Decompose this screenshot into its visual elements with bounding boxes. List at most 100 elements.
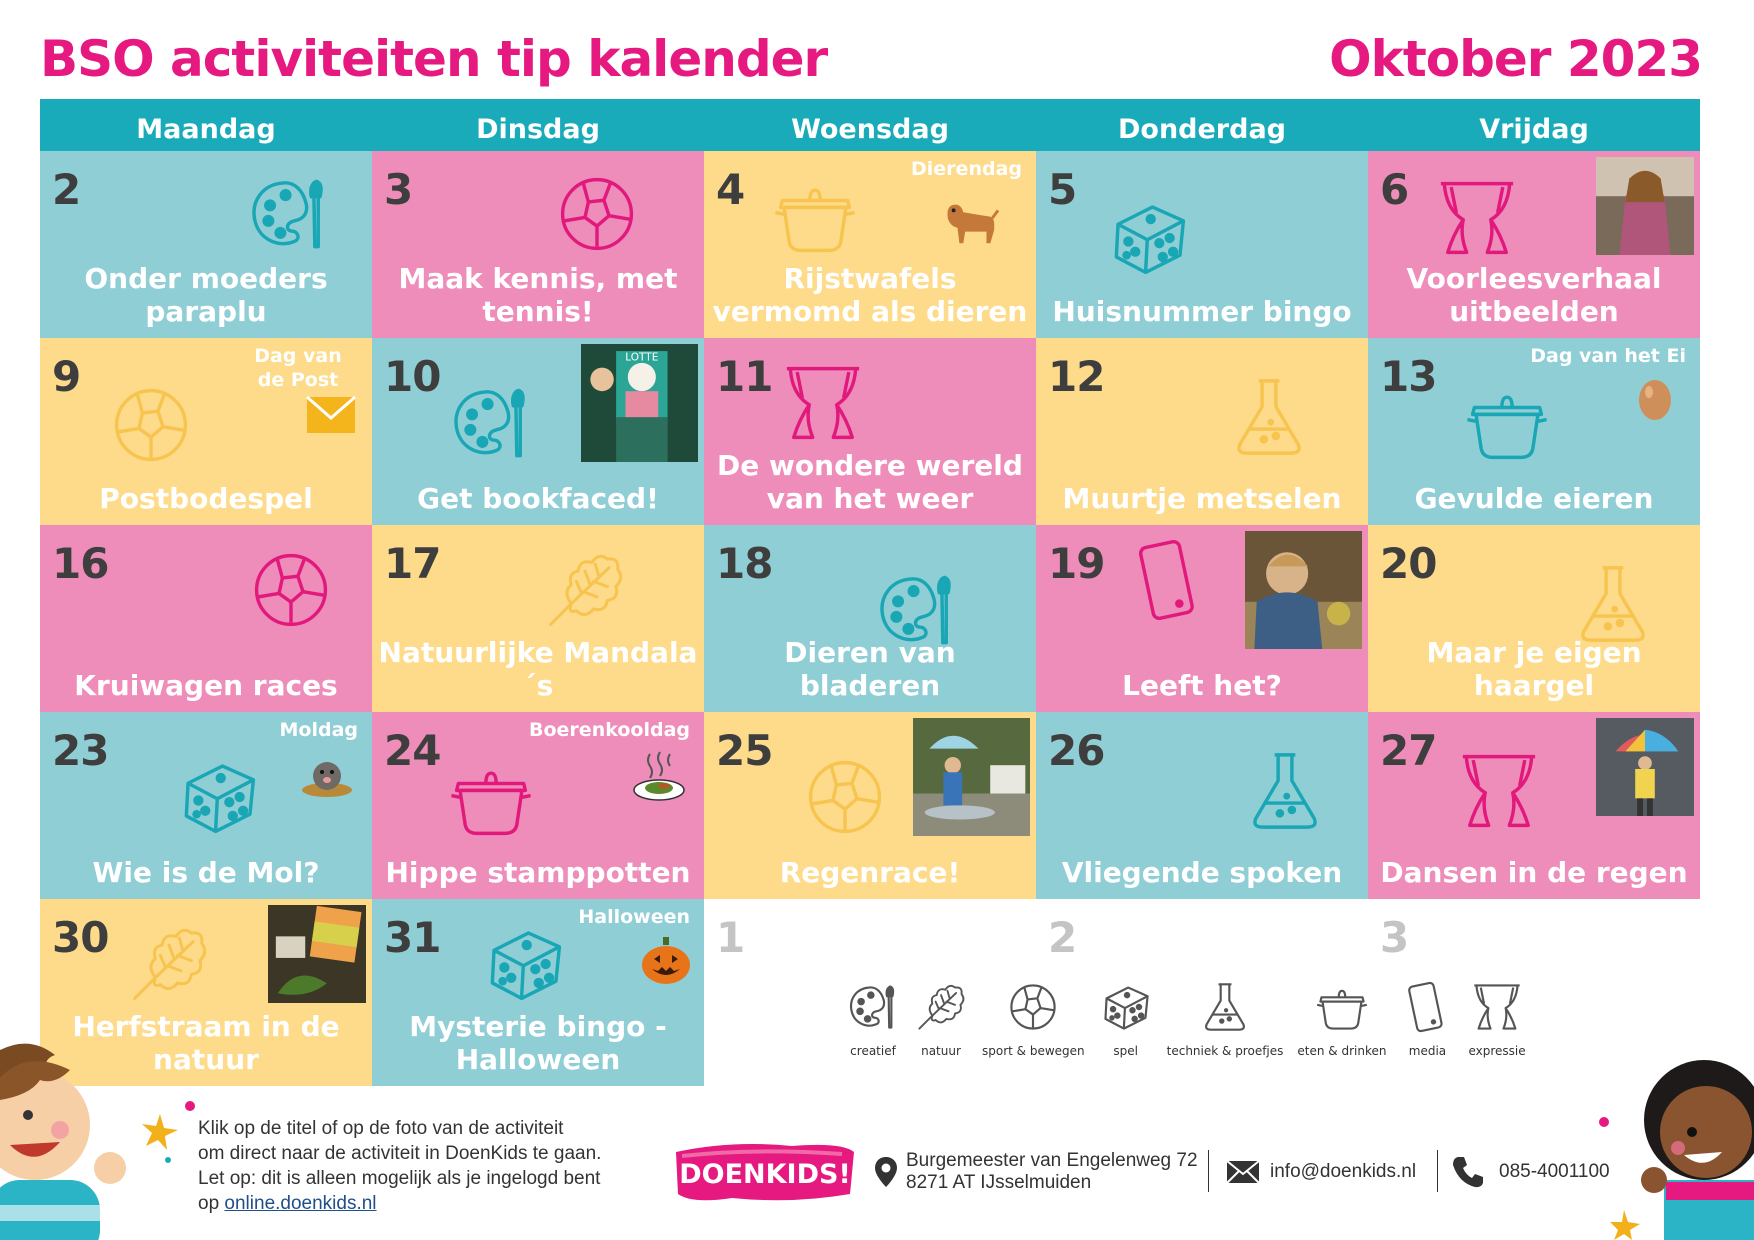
- day-cell[interactable]: 10 LOTTE Get bookfaced!: [372, 338, 704, 525]
- activity-title[interactable]: Natuurlijke Mandala´s: [378, 636, 698, 702]
- day-cell[interactable]: 31 Halloween Mysterie bingo - Halloween: [372, 899, 704, 1086]
- day-cell[interactable]: 19 Leeft het?: [1036, 525, 1368, 712]
- day-number: 12: [1048, 352, 1105, 401]
- legend-item: natuur: [914, 980, 968, 1058]
- day-cell[interactable]: 6 Voorleesverhaal uitbeelden: [1368, 151, 1700, 338]
- flask-icon: [1242, 748, 1328, 834]
- day-cell[interactable]: 24 Boerenkooldag Hippe stamppotten: [372, 712, 704, 899]
- dance-photo[interactable]: [1596, 718, 1694, 816]
- day-cell[interactable]: 4 Dierendag Rijstwafels vermomd als dieren: [704, 151, 1036, 338]
- activity-title[interactable]: Maak kennis, met tennis!: [398, 262, 678, 328]
- flask-icon: [1226, 374, 1312, 460]
- legend-label: eten & drinken: [1297, 1044, 1387, 1058]
- week-row: 9 Dag van de Post Postbodespel 10 LOTTE Get b…: [40, 338, 1700, 525]
- day-number: 30: [52, 913, 109, 962]
- day-number: 23: [52, 726, 109, 775]
- day-number: 20: [1380, 539, 1437, 588]
- bookface-photo[interactable]: LOTTE: [581, 344, 698, 462]
- activity-title[interactable]: Regenrace!: [779, 856, 961, 889]
- rain-photo[interactable]: [913, 718, 1030, 836]
- activity-title[interactable]: Vliegende spoken: [1061, 856, 1343, 889]
- icon-legend: creatief natuur sport & bewegen spel technie…: [846, 980, 1540, 1058]
- day-cell[interactable]: 9 Dag van de Post Postbodespel: [40, 338, 372, 525]
- special-day-tag: Boerenkooldag: [529, 719, 690, 741]
- activity-title[interactable]: Kruiwagen races: [74, 669, 338, 702]
- activity-title[interactable]: Onder moeders paraplu: [84, 262, 328, 328]
- legend-item: eten & drinken: [1297, 980, 1386, 1058]
- child-photo[interactable]: [1245, 531, 1362, 649]
- activity-title[interactable]: Dieren van bladeren: [784, 636, 956, 702]
- activity-title[interactable]: De wondere wereld van het weer: [717, 449, 1023, 515]
- day-cell[interactable]: 3 Maak kennis, met tennis!: [372, 151, 704, 338]
- leaf-photo[interactable]: [268, 905, 366, 1003]
- ball-icon: [108, 382, 194, 468]
- day-number: 4: [716, 165, 745, 214]
- doenkids-logo[interactable]: DOENKIDS!: [672, 1138, 858, 1206]
- pot-icon: [1315, 980, 1369, 1038]
- activity-title[interactable]: Gevulde eieren: [1414, 482, 1654, 515]
- palette-icon: [874, 567, 960, 653]
- day-cell[interactable]: 5 Huisnummer bingo: [1036, 151, 1368, 338]
- day-number: 2: [52, 165, 81, 214]
- doenkids-link[interactable]: online.doenkids.nl: [224, 1193, 377, 1214]
- activity-title[interactable]: Wie is de Mol?: [92, 856, 320, 889]
- day-cell[interactable]: 18 Dieren van bladeren: [704, 525, 1036, 712]
- activity-title[interactable]: Hippe stamppotten: [385, 856, 691, 889]
- weekday-label: Donderdag: [1117, 114, 1286, 145]
- day-number: 26: [1048, 726, 1105, 775]
- girl-photo[interactable]: [1596, 157, 1694, 255]
- day-cell[interactable]: 13 Dag van het Ei Gevulde eieren: [1368, 338, 1700, 525]
- day-cell[interactable]: 25 Regenrace!: [704, 712, 1036, 899]
- stew-plate-icon: [633, 751, 685, 801]
- day-cell[interactable]: 20 Maar je eigen haargel: [1368, 525, 1700, 712]
- activity-title[interactable]: Herfstraam in de natuur: [72, 1010, 340, 1076]
- activity-title[interactable]: Maar je eigen haargel: [1426, 636, 1642, 702]
- instructions-prefix: op: [198, 1193, 225, 1214]
- legend-item: creatief: [846, 980, 900, 1058]
- day-cell[interactable]: 27 Dansen in de regen: [1368, 712, 1700, 899]
- activity-title[interactable]: Leeft het?: [1122, 669, 1282, 702]
- palette-icon: [246, 171, 332, 257]
- envelope-icon: [306, 396, 356, 433]
- pot-icon: [1464, 380, 1550, 466]
- day-cell[interactable]: 17 Natuurlijke Mandala´s: [372, 525, 704, 712]
- day-cell[interactable]: 2 Onder moeders paraplu: [40, 151, 372, 338]
- legend-label: expressie: [1468, 1044, 1526, 1058]
- curtains-icon: [1470, 980, 1524, 1038]
- ball-icon: [248, 547, 334, 633]
- page-title: BSO activiteiten tip kalender: [40, 30, 828, 88]
- day-cell[interactable]: 16 Kruiwagen races: [40, 525, 372, 712]
- day-number: 24: [384, 726, 441, 775]
- instructions-text: Klik op de titel of op de foto van de ac…: [198, 1116, 668, 1216]
- activity-title[interactable]: Mysterie bingo - Halloween: [409, 1010, 667, 1076]
- email-address[interactable]: info@doenkids.nl: [1270, 1161, 1417, 1182]
- activity-title[interactable]: Huisnummer bingo: [1052, 295, 1352, 328]
- activity-title[interactable]: Dansen in de regen: [1380, 856, 1688, 889]
- girl-illustration: [1599, 1060, 1754, 1240]
- instructions-line: op online.doenkids.nl: [198, 1191, 668, 1216]
- day-cell[interactable]: 26 Vliegende spoken: [1036, 712, 1368, 899]
- activity-title[interactable]: Voorleesverhaal uitbeelden: [1406, 262, 1662, 328]
- divider: [1208, 1150, 1209, 1192]
- day-cell[interactable]: 30 Herfstraam in de natuur: [40, 899, 372, 1086]
- legend-label: natuur: [921, 1044, 961, 1058]
- curtains-icon: [1434, 175, 1520, 261]
- svg-text:LOTTE: LOTTE: [625, 351, 658, 363]
- curtains-icon: [780, 360, 866, 446]
- phone-icon: [1126, 537, 1212, 623]
- phone-number[interactable]: 085-4001100: [1499, 1161, 1610, 1182]
- flask-icon: [1198, 980, 1252, 1038]
- egg-icon: [1639, 380, 1671, 420]
- day-cell[interactable]: 11 De wondere wereld van het weer: [704, 338, 1036, 525]
- day-cell[interactable]: 23 Moldag Wie is de Mol?: [40, 712, 372, 899]
- palette-icon: [448, 380, 534, 466]
- leaf-icon: [126, 921, 212, 1007]
- activity-title[interactable]: Postbodespel: [99, 482, 313, 515]
- week-row: 2 Onder moeders paraplu 3 Maak kennis, met …: [40, 151, 1700, 338]
- activity-title[interactable]: Get bookfaced!: [417, 482, 659, 515]
- day-cell[interactable]: 12 Muurtje metselen: [1036, 338, 1368, 525]
- activity-title[interactable]: Muurtje metselen: [1062, 482, 1342, 515]
- activity-title[interactable]: Rijstwafels vermomd als dieren: [712, 262, 1028, 328]
- location-pin-icon: [875, 1157, 897, 1187]
- ball-icon: [554, 171, 640, 257]
